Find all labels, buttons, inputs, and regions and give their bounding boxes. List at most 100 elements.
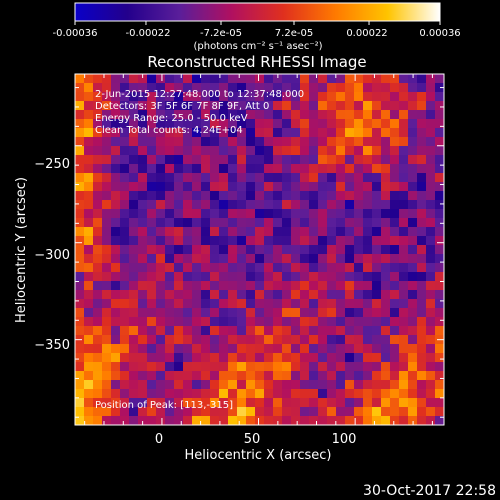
heatmap-cell bbox=[246, 380, 255, 389]
heatmap-cell bbox=[120, 245, 129, 254]
heatmap-cell bbox=[183, 380, 192, 389]
heatmap-cell bbox=[246, 335, 255, 344]
heatmap-cell bbox=[201, 146, 210, 155]
heatmap-cell bbox=[291, 326, 300, 335]
heatmap-cell bbox=[255, 299, 264, 308]
heatmap-cell bbox=[111, 155, 120, 164]
heatmap-cell bbox=[282, 200, 291, 209]
heatmap-cell bbox=[219, 281, 228, 290]
heatmap-cell bbox=[237, 191, 246, 200]
heatmap-cell bbox=[120, 344, 129, 353]
heatmap-cell bbox=[327, 290, 336, 299]
heatmap-cell bbox=[228, 254, 237, 263]
heatmap-cell bbox=[336, 74, 345, 83]
heatmap-cell bbox=[372, 281, 381, 290]
heatmap-cell bbox=[372, 263, 381, 272]
heatmap-cell bbox=[165, 380, 174, 389]
heatmap-cell bbox=[309, 371, 318, 380]
heatmap-cell bbox=[210, 137, 219, 146]
heatmap-cell bbox=[156, 416, 165, 425]
heatmap-cell bbox=[318, 119, 327, 128]
heatmap-cell bbox=[309, 245, 318, 254]
heatmap-cell bbox=[210, 209, 219, 218]
heatmap-cell bbox=[111, 326, 120, 335]
heatmap-cell bbox=[228, 164, 237, 173]
heatmap-cell bbox=[390, 398, 399, 407]
heatmap-cell bbox=[435, 182, 444, 191]
heatmap-cell bbox=[417, 416, 426, 425]
heatmap-cell bbox=[138, 389, 147, 398]
heatmap-cell bbox=[174, 326, 183, 335]
heatmap-cell bbox=[417, 263, 426, 272]
heatmap-cell bbox=[120, 101, 129, 110]
heatmap-cell bbox=[273, 164, 282, 173]
heatmap-cell bbox=[147, 209, 156, 218]
heatmap-cell bbox=[336, 137, 345, 146]
heatmap-cell bbox=[399, 146, 408, 155]
heatmap-cell bbox=[165, 137, 174, 146]
heatmap-cell bbox=[102, 254, 111, 263]
heatmap-cell bbox=[111, 380, 120, 389]
heatmap-cell bbox=[84, 200, 93, 209]
heatmap-cell bbox=[417, 290, 426, 299]
heatmap-cell bbox=[381, 110, 390, 119]
heatmap-cell bbox=[426, 353, 435, 362]
heatmap-cell bbox=[210, 227, 219, 236]
heatmap-cell bbox=[291, 272, 300, 281]
heatmap-cell bbox=[156, 245, 165, 254]
heatmap-cell bbox=[363, 389, 372, 398]
heatmap-cell bbox=[93, 155, 102, 164]
heatmap-cell bbox=[120, 380, 129, 389]
heatmap-cell bbox=[255, 254, 264, 263]
heatmap-cell bbox=[147, 389, 156, 398]
heatmap-cell bbox=[75, 128, 84, 137]
heatmap-cell bbox=[156, 128, 165, 137]
heatmap-cell bbox=[237, 344, 246, 353]
heatmap-cell bbox=[120, 200, 129, 209]
heatmap-cell bbox=[327, 281, 336, 290]
heatmap-cell bbox=[345, 335, 354, 344]
heatmap-cell bbox=[93, 182, 102, 191]
heatmap-cell bbox=[201, 371, 210, 380]
heatmap-cell bbox=[408, 128, 417, 137]
heatmap-cell bbox=[417, 83, 426, 92]
heatmap-cell bbox=[300, 209, 309, 218]
heatmap-cell bbox=[246, 209, 255, 218]
heatmap-cell bbox=[84, 236, 93, 245]
heatmap-cell bbox=[237, 173, 246, 182]
heatmap-cell bbox=[75, 173, 84, 182]
heatmap-cell bbox=[264, 380, 273, 389]
heatmap-cell bbox=[183, 308, 192, 317]
heatmap-cell bbox=[345, 380, 354, 389]
heatmap-cell bbox=[291, 119, 300, 128]
heatmap-cell bbox=[93, 101, 102, 110]
heatmap-cell bbox=[282, 272, 291, 281]
heatmap-cell bbox=[327, 119, 336, 128]
heatmap-cell bbox=[138, 173, 147, 182]
heatmap-cell bbox=[219, 380, 228, 389]
heatmap-cell bbox=[381, 407, 390, 416]
heatmap-cell bbox=[300, 101, 309, 110]
heatmap-cell bbox=[156, 281, 165, 290]
heatmap-cell bbox=[228, 92, 237, 101]
heatmap-cell bbox=[201, 218, 210, 227]
heatmap-cell bbox=[318, 290, 327, 299]
heatmap-cell bbox=[237, 281, 246, 290]
heatmap-cell bbox=[363, 236, 372, 245]
heatmap-cell bbox=[219, 299, 228, 308]
heatmap-cell bbox=[264, 263, 273, 272]
heatmap-cell bbox=[183, 407, 192, 416]
heatmap-cell bbox=[399, 308, 408, 317]
heatmap-cell bbox=[354, 254, 363, 263]
heatmap-cell bbox=[102, 110, 111, 119]
heatmap-cell bbox=[237, 362, 246, 371]
heatmap-cell bbox=[381, 164, 390, 173]
heatmap-cell bbox=[228, 218, 237, 227]
heatmap-cell bbox=[426, 218, 435, 227]
heatmap-cell bbox=[345, 74, 354, 83]
heatmap-cell bbox=[282, 173, 291, 182]
heatmap-cell bbox=[390, 128, 399, 137]
heatmap-cell bbox=[417, 380, 426, 389]
heatmap-cell bbox=[381, 281, 390, 290]
heatmap-cell bbox=[138, 272, 147, 281]
